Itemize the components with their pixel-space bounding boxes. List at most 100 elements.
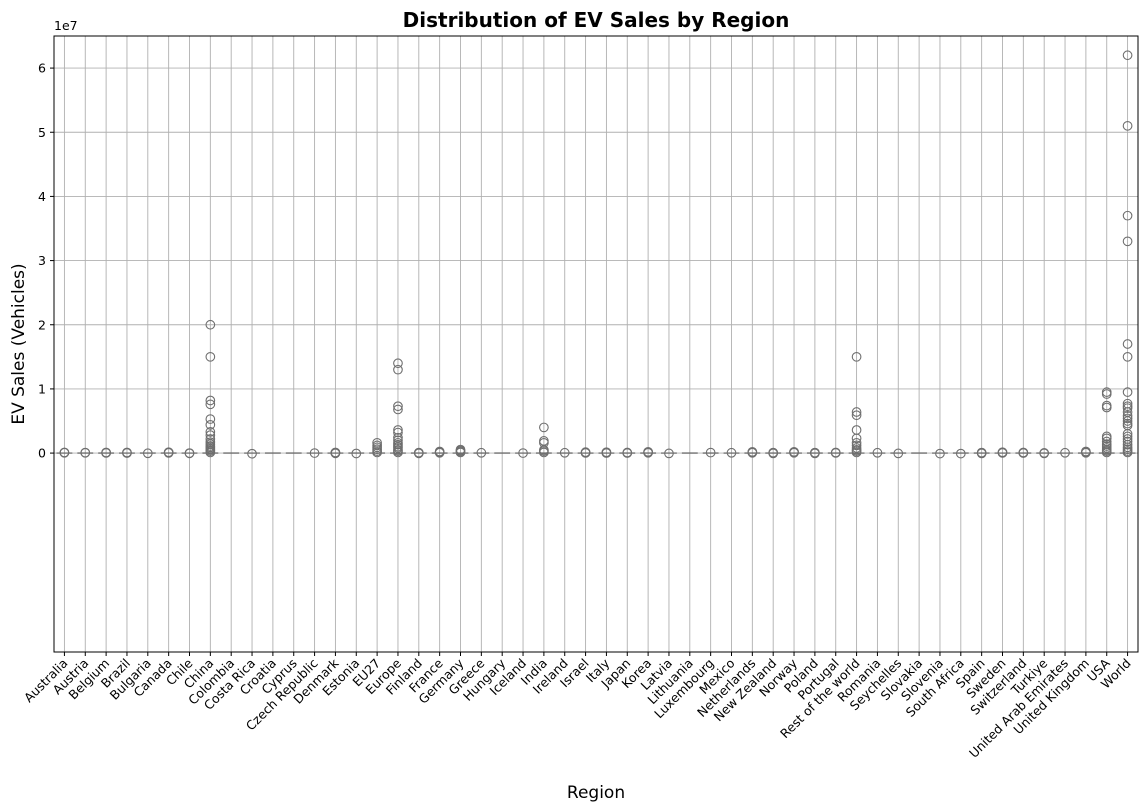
outlier-point xyxy=(851,407,862,417)
outlier-point xyxy=(309,448,320,458)
outlier-point xyxy=(851,443,862,453)
outlier-point xyxy=(955,448,966,459)
outlier-point xyxy=(413,447,424,458)
outlier-point xyxy=(205,351,216,362)
outlier-point xyxy=(1039,448,1050,458)
outlier-point xyxy=(184,448,195,459)
outlier-point xyxy=(1122,398,1133,409)
y-offset-label: 1e7 xyxy=(54,18,78,33)
chart-title: Distribution of EV Sales by Region xyxy=(403,8,790,32)
outlier-point xyxy=(393,401,403,412)
outlier-point xyxy=(59,447,70,458)
outlier-point xyxy=(1101,439,1112,449)
outlier-point xyxy=(1101,387,1112,397)
outlier-point xyxy=(580,447,591,457)
outlier-point xyxy=(622,447,633,458)
outlier-point xyxy=(789,446,799,457)
outlier-point xyxy=(872,447,883,458)
outlier-point xyxy=(476,447,487,458)
outlier-point xyxy=(101,447,111,458)
outlier-point xyxy=(1101,431,1112,442)
gridlines xyxy=(54,36,1138,652)
outlier-point xyxy=(205,437,216,448)
outlier-point xyxy=(643,446,653,457)
outlier-point xyxy=(122,447,132,458)
outlier-point xyxy=(851,437,862,448)
outlier-point xyxy=(705,447,716,458)
outlier-point xyxy=(1122,434,1133,444)
outlier-point xyxy=(1122,387,1133,397)
outlier-point xyxy=(205,319,216,330)
outlier-point xyxy=(851,425,862,435)
outlier-point xyxy=(205,434,216,444)
outlier-point xyxy=(997,447,1008,458)
outlier-point xyxy=(393,435,403,446)
outlier-point xyxy=(1122,120,1133,131)
outlier-point xyxy=(247,448,257,459)
outlier-point xyxy=(393,427,403,438)
outlier-point xyxy=(1122,210,1133,221)
outlier-point xyxy=(1122,418,1133,429)
outlier-point xyxy=(1122,411,1133,421)
outlier-point xyxy=(830,447,841,458)
outlier-point xyxy=(372,440,382,451)
outlier-point xyxy=(1101,436,1112,447)
outlier-point xyxy=(539,422,549,433)
outlier-point xyxy=(935,448,945,459)
outlier-point xyxy=(1122,236,1133,247)
outlier-point xyxy=(747,446,758,457)
outlier-point xyxy=(205,414,216,424)
outlier-point xyxy=(893,448,904,459)
outlier-point xyxy=(1101,400,1112,411)
outlier-point xyxy=(539,436,549,446)
outlier-point xyxy=(393,358,403,369)
outlier-point xyxy=(1060,447,1070,458)
y-tick-label: 5 xyxy=(38,125,46,140)
y-tick-label: 3 xyxy=(38,253,46,268)
y-axis-label: EV Sales (Vehicles) xyxy=(9,263,29,424)
outlier-point xyxy=(851,351,862,362)
x-axis-label: Region xyxy=(567,783,625,803)
outlier-point xyxy=(142,448,153,459)
outlier-point xyxy=(393,364,403,375)
outlier-point xyxy=(1122,351,1133,362)
outlier-point xyxy=(455,444,466,455)
outlier-point xyxy=(205,427,216,437)
outlier-point xyxy=(372,437,382,448)
outlier-point xyxy=(163,447,174,458)
outlier-point xyxy=(1018,447,1029,458)
outlier-point xyxy=(434,446,445,457)
outlier-point xyxy=(205,430,216,440)
y-tick-label: 2 xyxy=(38,317,46,332)
outlier-point xyxy=(393,432,403,443)
outlier-point xyxy=(1122,413,1133,424)
y-tick-label: 6 xyxy=(38,61,46,76)
outlier-point xyxy=(393,425,403,435)
outlier-point xyxy=(1122,401,1133,412)
outlier-point xyxy=(768,447,779,458)
outlier-point xyxy=(559,447,570,458)
outlier-point xyxy=(726,447,737,458)
outlier-point xyxy=(664,448,674,459)
outlier-point xyxy=(1122,50,1133,61)
outlier-point xyxy=(518,448,528,458)
outlier-point xyxy=(205,395,216,406)
outlier-point xyxy=(351,448,362,459)
outlier-point xyxy=(851,440,862,451)
outlier-point xyxy=(393,437,403,448)
y-tick-label: 4 xyxy=(38,189,46,204)
outlier-points xyxy=(59,50,1133,459)
outlier-point xyxy=(810,447,820,458)
outlier-point xyxy=(1122,436,1133,447)
outlier-point xyxy=(601,447,612,458)
outlier-point xyxy=(1122,431,1133,442)
outlier-point xyxy=(205,420,216,430)
outlier-point xyxy=(393,404,403,415)
plot-frame xyxy=(53,35,1139,653)
x-axis-ticks: AustraliaAustriaBelgiumBrazilBulgariaCan… xyxy=(21,652,1134,761)
y-tick-label: 0 xyxy=(38,446,46,461)
outlier-point xyxy=(80,447,91,458)
outlier-point xyxy=(205,399,216,410)
outlier-point xyxy=(976,447,987,458)
